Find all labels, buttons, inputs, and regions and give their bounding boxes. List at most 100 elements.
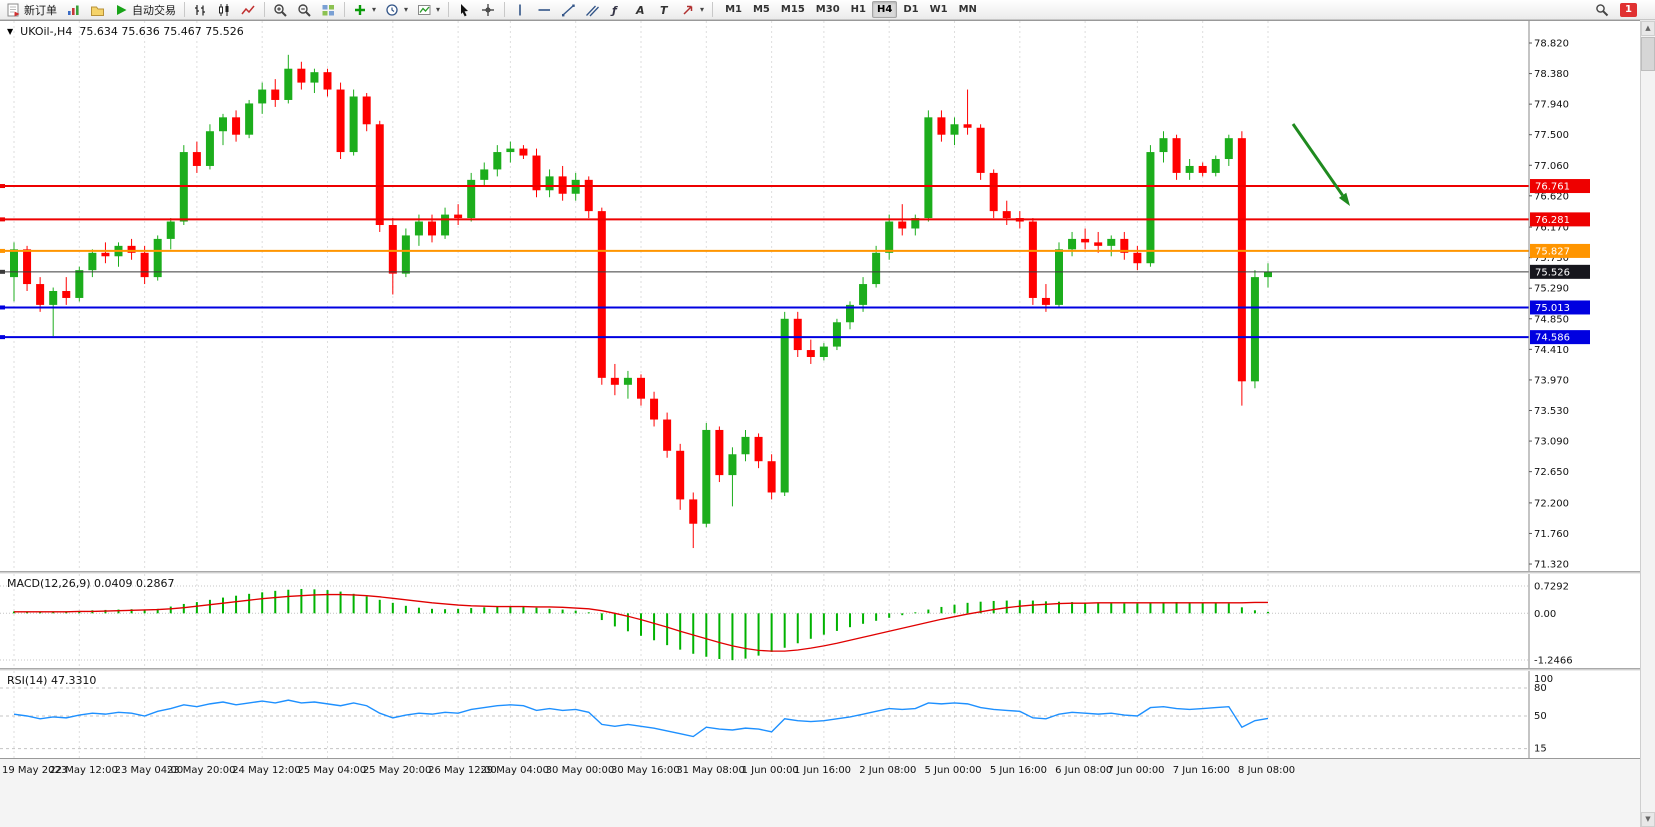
arrows-icon (683, 5, 693, 15)
price-axis-label: 74.410 (1534, 345, 1569, 356)
timeframe-button-W1[interactable]: W1 (929, 4, 948, 15)
time-axis-label: 7 Jun 16:00 (1172, 765, 1230, 776)
crosshair-button[interactable] (477, 1, 500, 19)
indicators-button[interactable]: ▾ (349, 1, 380, 19)
price-axis-label: 77.060 (1534, 161, 1569, 172)
timeframe-button-H4[interactable]: H4 (871, 1, 898, 18)
pane-splitter[interactable] (0, 668, 1640, 671)
profiles-button[interactable] (86, 1, 109, 19)
fibonacci-button[interactable]: ƒ (605, 1, 628, 19)
new-order-button-label: 新订单 (24, 3, 57, 17)
autotrading-button[interactable]: 自动交易 (110, 1, 180, 19)
candle-body (1055, 249, 1063, 305)
chart-windows-button[interactable] (62, 1, 85, 19)
toolbar-separator (448, 2, 450, 17)
horizontal-line-button[interactable] (533, 1, 556, 19)
scroll-up-arrow-icon[interactable]: ▲ (1641, 21, 1655, 36)
svg-text:ƒ: ƒ (610, 4, 618, 17)
label-button[interactable]: T (653, 1, 676, 19)
vertical-scrollbar[interactable]: ▲ ▼ (1640, 21, 1655, 827)
zoom-in-button[interactable] (269, 1, 292, 19)
templates-button[interactable]: ▾ (413, 1, 444, 19)
candle-body (480, 169, 489, 180)
bar-chart-mode-button[interactable] (189, 1, 212, 19)
pane-splitter[interactable] (0, 571, 1640, 574)
arrow-annotation[interactable] (1291, 123, 1344, 197)
scroll-down-arrow-icon[interactable]: ▼ (1641, 812, 1655, 827)
channel-icon (586, 5, 600, 16)
candle-body (793, 318, 802, 351)
timeframe-button-M30[interactable]: M30 (815, 4, 840, 15)
candle-body (728, 454, 737, 476)
macd-pane[interactable]: 0.7292 0.00 -1.2466 MACD(12,26,9) 0.0409 0… (0, 574, 1640, 668)
price-tag-label: 75.013 (1535, 303, 1570, 314)
crosshair-icon (482, 3, 495, 16)
price-axis-label: 78.380 (1534, 69, 1569, 80)
candle-body (1237, 138, 1246, 382)
search-icon (1596, 4, 1609, 17)
text-button[interactable]: A (629, 1, 652, 19)
chart-window: 78.820 78.380 77.940 77.500 77.060 76.620 76.1… (0, 20, 1640, 827)
trendline-button[interactable] (557, 1, 580, 19)
candle-body (349, 96, 358, 153)
price-axis-label: 71.760 (1534, 529, 1569, 540)
candle-body (898, 221, 907, 229)
candle-body (859, 284, 868, 305)
timeframe-button-M5[interactable]: M5 (752, 4, 770, 15)
candle-body (284, 68, 293, 100)
time-axis[interactable]: 19 May 2023 22 May 12:00 23 May 04:00 23 Ma… (0, 758, 1640, 784)
periods-button[interactable]: ▾ (381, 1, 412, 19)
cursor-button[interactable] (453, 1, 476, 19)
dropdown-arrow-icon: ▾ (436, 5, 441, 14)
timeframe-button-M1[interactable]: M1 (725, 4, 742, 15)
scrollbar-thumb[interactable] (1641, 37, 1655, 71)
candle-body (88, 252, 97, 271)
notification-badge[interactable]: 1 (1620, 3, 1637, 17)
candle-body (689, 499, 698, 524)
price-axis-label: 76.620 (1534, 191, 1569, 202)
rsi-pane[interactable]: 100 80 50 15 RSI(14) 47.3310 (0, 671, 1640, 758)
arrow-annotation-head (1338, 192, 1350, 206)
timeframe-button-MN[interactable]: MN (958, 4, 977, 15)
candle-body (885, 221, 894, 253)
candle-body (493, 152, 502, 170)
timeframe-button-M15[interactable]: M15 (780, 4, 805, 15)
indicators-icon (355, 4, 365, 15)
candle-body (192, 152, 201, 166)
candle-body (676, 450, 685, 500)
candle-body (441, 214, 450, 236)
candle-body (806, 350, 815, 358)
candlestick-mode-button[interactable] (213, 1, 236, 19)
dropdown-arrow-icon: ▾ (404, 5, 409, 14)
line-chart-icon (241, 5, 255, 14)
search-button[interactable] (1591, 1, 1614, 19)
template-icon (418, 4, 431, 15)
time-axis-label: 5 Jun 16:00 (989, 765, 1047, 776)
equidistant-channel-button[interactable] (581, 1, 604, 19)
symbol-dropdown-icon[interactable]: ▼ (7, 27, 14, 36)
time-axis-label: 24 May 12:00 (232, 765, 301, 776)
macd-signal-line (14, 593, 1268, 652)
line-left-marker (0, 248, 5, 253)
rsi-axis-label: 15 (1534, 744, 1547, 755)
new-order-button[interactable]: 新订单 (2, 1, 61, 19)
toolbar-right-group: 1 (1591, 0, 1637, 20)
candle-body (1146, 152, 1155, 264)
candle-body (715, 429, 724, 476)
candle-body (127, 245, 136, 253)
arrows-button[interactable]: ▾ (677, 1, 708, 19)
vertical-line-button[interactable] (509, 1, 532, 19)
time-axis-label: 1 Jun 00:00 (741, 765, 799, 776)
candle-body (832, 322, 841, 347)
rsi-label: RSI(14) 47.3310 (7, 674, 97, 687)
price-pane[interactable]: 78.820 78.380 77.940 77.500 77.060 76.620 76.1… (0, 21, 1640, 571)
tile-windows-button[interactable] (317, 1, 340, 19)
price-axis-label: 77.500 (1534, 130, 1569, 141)
line-chart-mode-button[interactable] (237, 1, 260, 19)
svg-text:A: A (635, 4, 645, 17)
time-axis-label: 23 May 04:00 (114, 765, 184, 776)
timeframe-button-D1[interactable]: D1 (903, 4, 919, 15)
timeframe-button-H1[interactable]: H1 (850, 4, 866, 15)
ohlc-bars-icon (195, 4, 205, 15)
zoom-out-button[interactable] (293, 1, 316, 19)
